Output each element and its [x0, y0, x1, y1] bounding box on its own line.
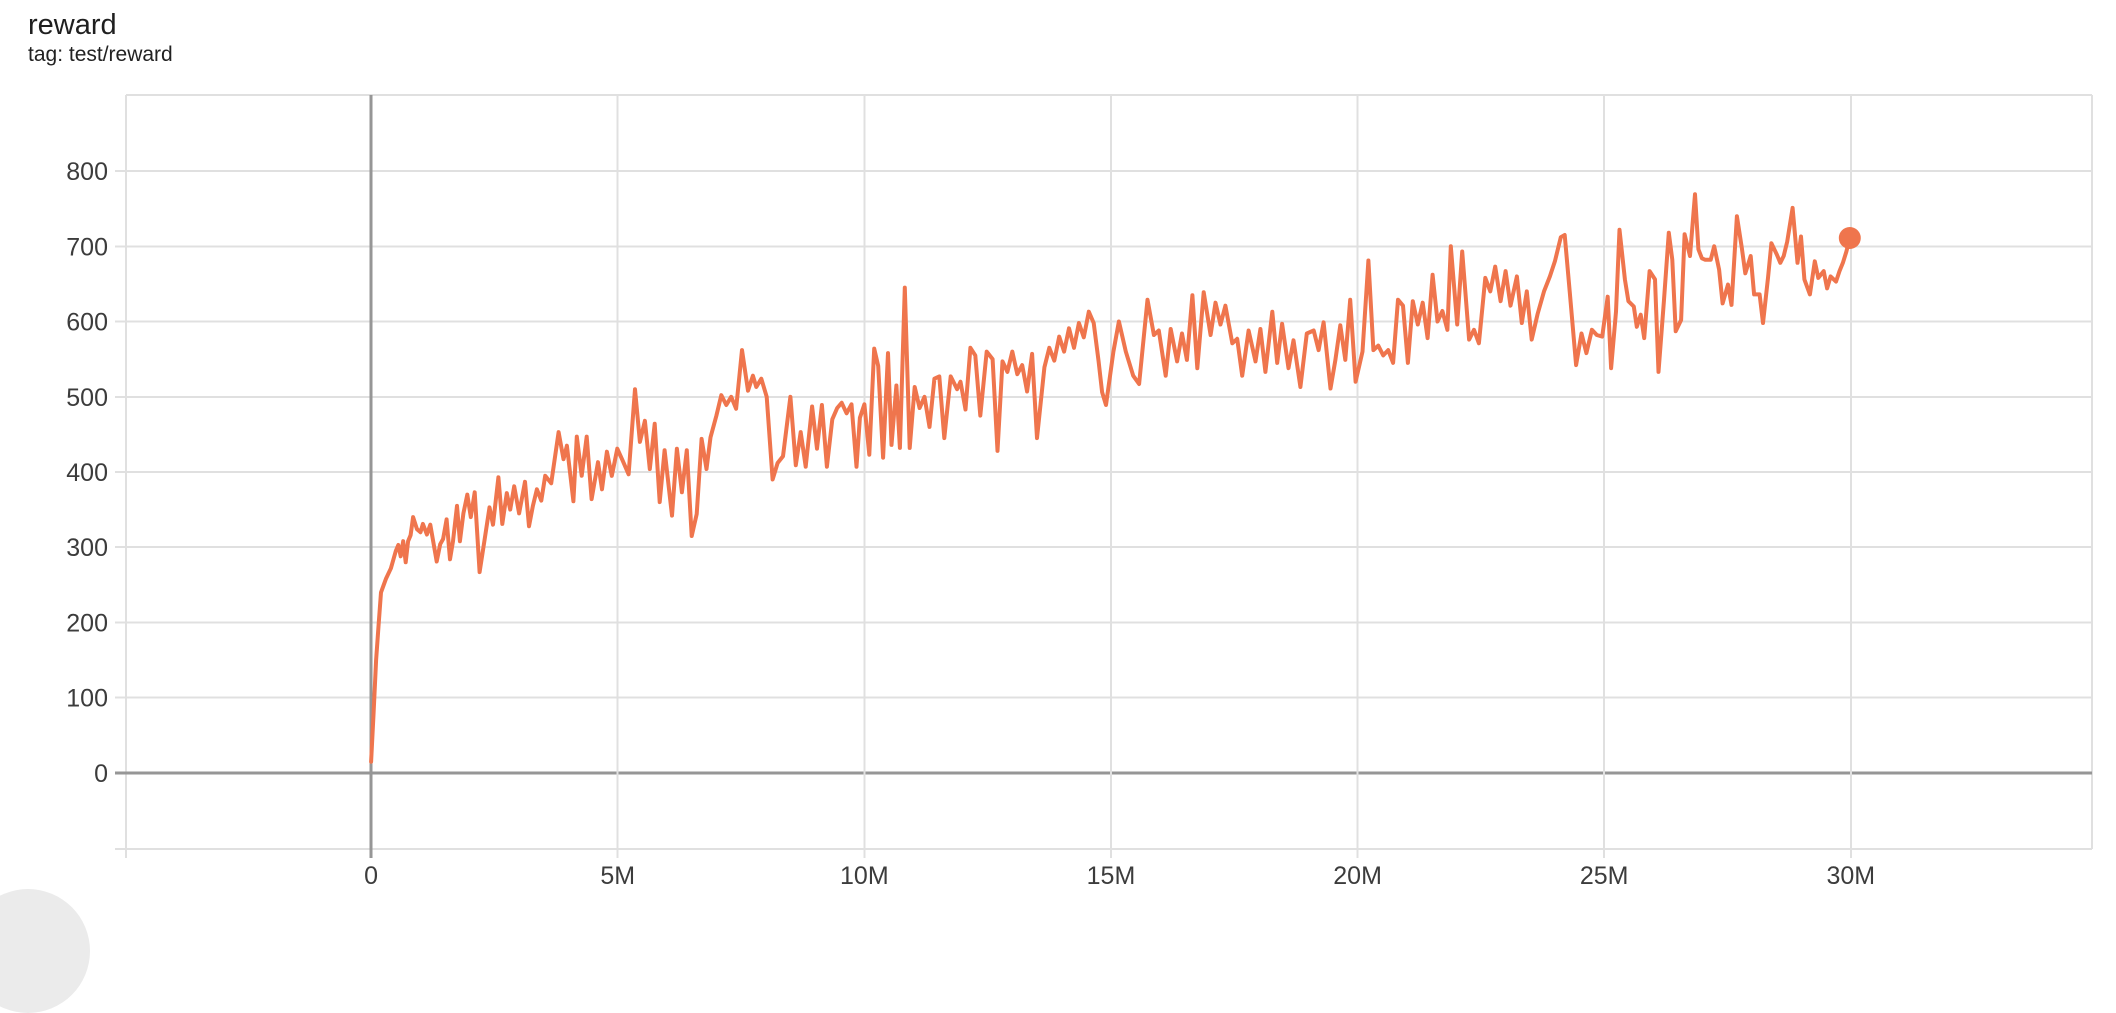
y-axis-tick-label: 200 — [66, 609, 108, 637]
y-axis-tick-label: 300 — [66, 534, 108, 562]
x-axis-tick-label: 5M — [600, 862, 635, 890]
y-axis-tick-label: 0 — [94, 760, 108, 788]
x-axis-tick-label: 15M — [1087, 862, 1136, 890]
y-axis-tick-label: 500 — [66, 384, 108, 412]
final-point-marker[interactable] — [1838, 227, 1861, 249]
x-axis-tick-label: 0 — [364, 862, 378, 890]
chart-title: reward — [28, 9, 117, 41]
y-axis-tick-label: 100 — [66, 685, 108, 713]
series-line-test-reward[interactable] — [369, 192, 1852, 764]
x-axis-tick-label: 10M — [840, 862, 889, 890]
y-axis-tick-label: 400 — [66, 459, 108, 487]
corner-button[interactable] — [0, 889, 90, 1013]
reward-line-chart[interactable]: 0 100 200 300 400 500 600 700 800 0 5M 10M 15M 20M 25M… — [0, 0, 2116, 904]
x-axis-tick-label: 25M — [1580, 862, 1629, 890]
y-axis-tick-label: 800 — [66, 158, 108, 186]
chart-tag-subtitle: tag: test/reward — [28, 43, 173, 66]
y-axis-tick-label: 700 — [66, 233, 108, 261]
y-axis-tick-label: 600 — [66, 309, 108, 337]
x-axis-tick-label: 20M — [1333, 862, 1382, 890]
x-axis-tick-label: 30M — [1826, 862, 1875, 890]
card-header: reward tag: test/reward — [28, 8, 173, 68]
